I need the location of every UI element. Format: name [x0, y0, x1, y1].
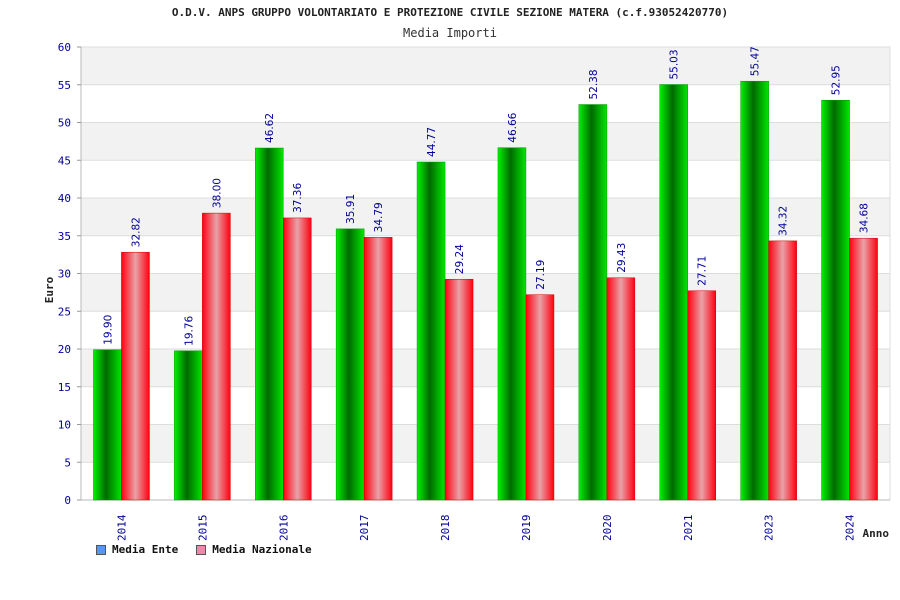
- data-label: 52.95: [831, 65, 843, 95]
- data-label: 46.62: [264, 113, 276, 143]
- data-label: 19.76: [183, 315, 195, 345]
- data-label: 29.24: [454, 244, 466, 274]
- y-tick-label: 35: [58, 230, 71, 243]
- bar-media-ente: [174, 350, 203, 501]
- legend-item-nazionale: Media Nazionale: [196, 543, 312, 556]
- data-label: 34.68: [859, 203, 871, 233]
- grid-band: [81, 47, 890, 85]
- data-label: 19.90: [102, 315, 114, 345]
- bar-media-nazionale: [363, 237, 393, 501]
- x-tick-label: 2016: [277, 515, 290, 542]
- bar-media-ente: [335, 228, 365, 501]
- bar-media-ente: [740, 80, 769, 501]
- x-tick-label: 2015: [196, 515, 209, 542]
- y-tick-label: 55: [58, 79, 71, 92]
- legend-label-nazionale: Media Nazionale: [212, 543, 312, 556]
- data-label: 34.79: [373, 202, 385, 232]
- bar-media-nazionale: [202, 212, 231, 501]
- x-tick-label: 2019: [520, 515, 533, 542]
- y-tick-label: 10: [58, 419, 71, 432]
- bar-media-nazionale: [768, 240, 797, 501]
- data-label: 27.19: [535, 260, 547, 290]
- bar-media-ente: [497, 147, 527, 501]
- bar-media-nazionale: [444, 278, 474, 501]
- data-label: 27.71: [697, 256, 709, 286]
- bar-media-nazionale: [121, 251, 150, 501]
- bar-media-ente: [659, 84, 688, 501]
- bar-media-ente: [255, 147, 284, 501]
- x-tick-label: 2014: [115, 514, 128, 541]
- data-label: 35.91: [345, 194, 357, 224]
- bar-media-ente: [578, 104, 608, 501]
- legend: Media Ente Media Nazionale: [96, 543, 312, 556]
- x-tick-label: 2018: [439, 515, 452, 542]
- bar-media-ente: [93, 349, 122, 501]
- legend-swatch-nazionale: [196, 544, 207, 555]
- data-label: 44.77: [426, 127, 438, 157]
- y-tick-label: 20: [58, 343, 71, 356]
- x-tick-label: 2020: [601, 515, 614, 542]
- data-label: 34.32: [778, 206, 790, 236]
- x-tick-label: 2024: [844, 514, 857, 541]
- y-axis-label: Euro: [43, 276, 56, 303]
- y-tick-label: 0: [64, 494, 71, 507]
- y-tick-label: 60: [58, 41, 71, 54]
- data-label: 38.00: [211, 178, 223, 208]
- legend-item-ente: Media Ente: [96, 543, 178, 556]
- x-tick-label: 2021: [682, 515, 695, 542]
- bar-media-nazionale: [283, 217, 312, 501]
- legend-swatch-ente: [96, 544, 106, 555]
- chart-title: O.D.V. ANPS GRUPPO VOLONTARIATO E PROTEZ…: [171, 6, 729, 19]
- bar-media-nazionale: [687, 290, 716, 501]
- chart-subtitle: Media Importi: [403, 26, 497, 40]
- bar-media-nazionale: [606, 277, 636, 501]
- bar-media-nazionale: [849, 237, 878, 501]
- data-label: 32.82: [130, 217, 142, 247]
- y-tick-label: 15: [58, 381, 71, 394]
- y-tick-label: 45: [58, 154, 71, 167]
- y-tick-label: 50: [58, 117, 71, 130]
- bar-media-ente: [821, 99, 850, 501]
- legend-label-ente: Media Ente: [112, 543, 179, 556]
- y-tick-label: 40: [58, 192, 71, 205]
- y-tick-label: 25: [58, 305, 71, 318]
- y-tick-label: 30: [58, 268, 71, 281]
- x-tick-label: 2017: [358, 515, 371, 542]
- data-label: 46.66: [507, 112, 519, 142]
- data-label: 29.43: [616, 243, 628, 273]
- data-label: 37.36: [292, 183, 304, 213]
- x-axis-label: Anno: [863, 527, 890, 540]
- bar-media-nazionale: [525, 294, 555, 501]
- data-label: 52.38: [588, 69, 600, 99]
- y-tick-label: 5: [64, 456, 71, 469]
- bar-media-ente: [416, 161, 446, 501]
- x-tick-label: 2023: [763, 515, 776, 542]
- data-label: 55.47: [750, 46, 762, 76]
- data-label: 55.03: [669, 49, 681, 79]
